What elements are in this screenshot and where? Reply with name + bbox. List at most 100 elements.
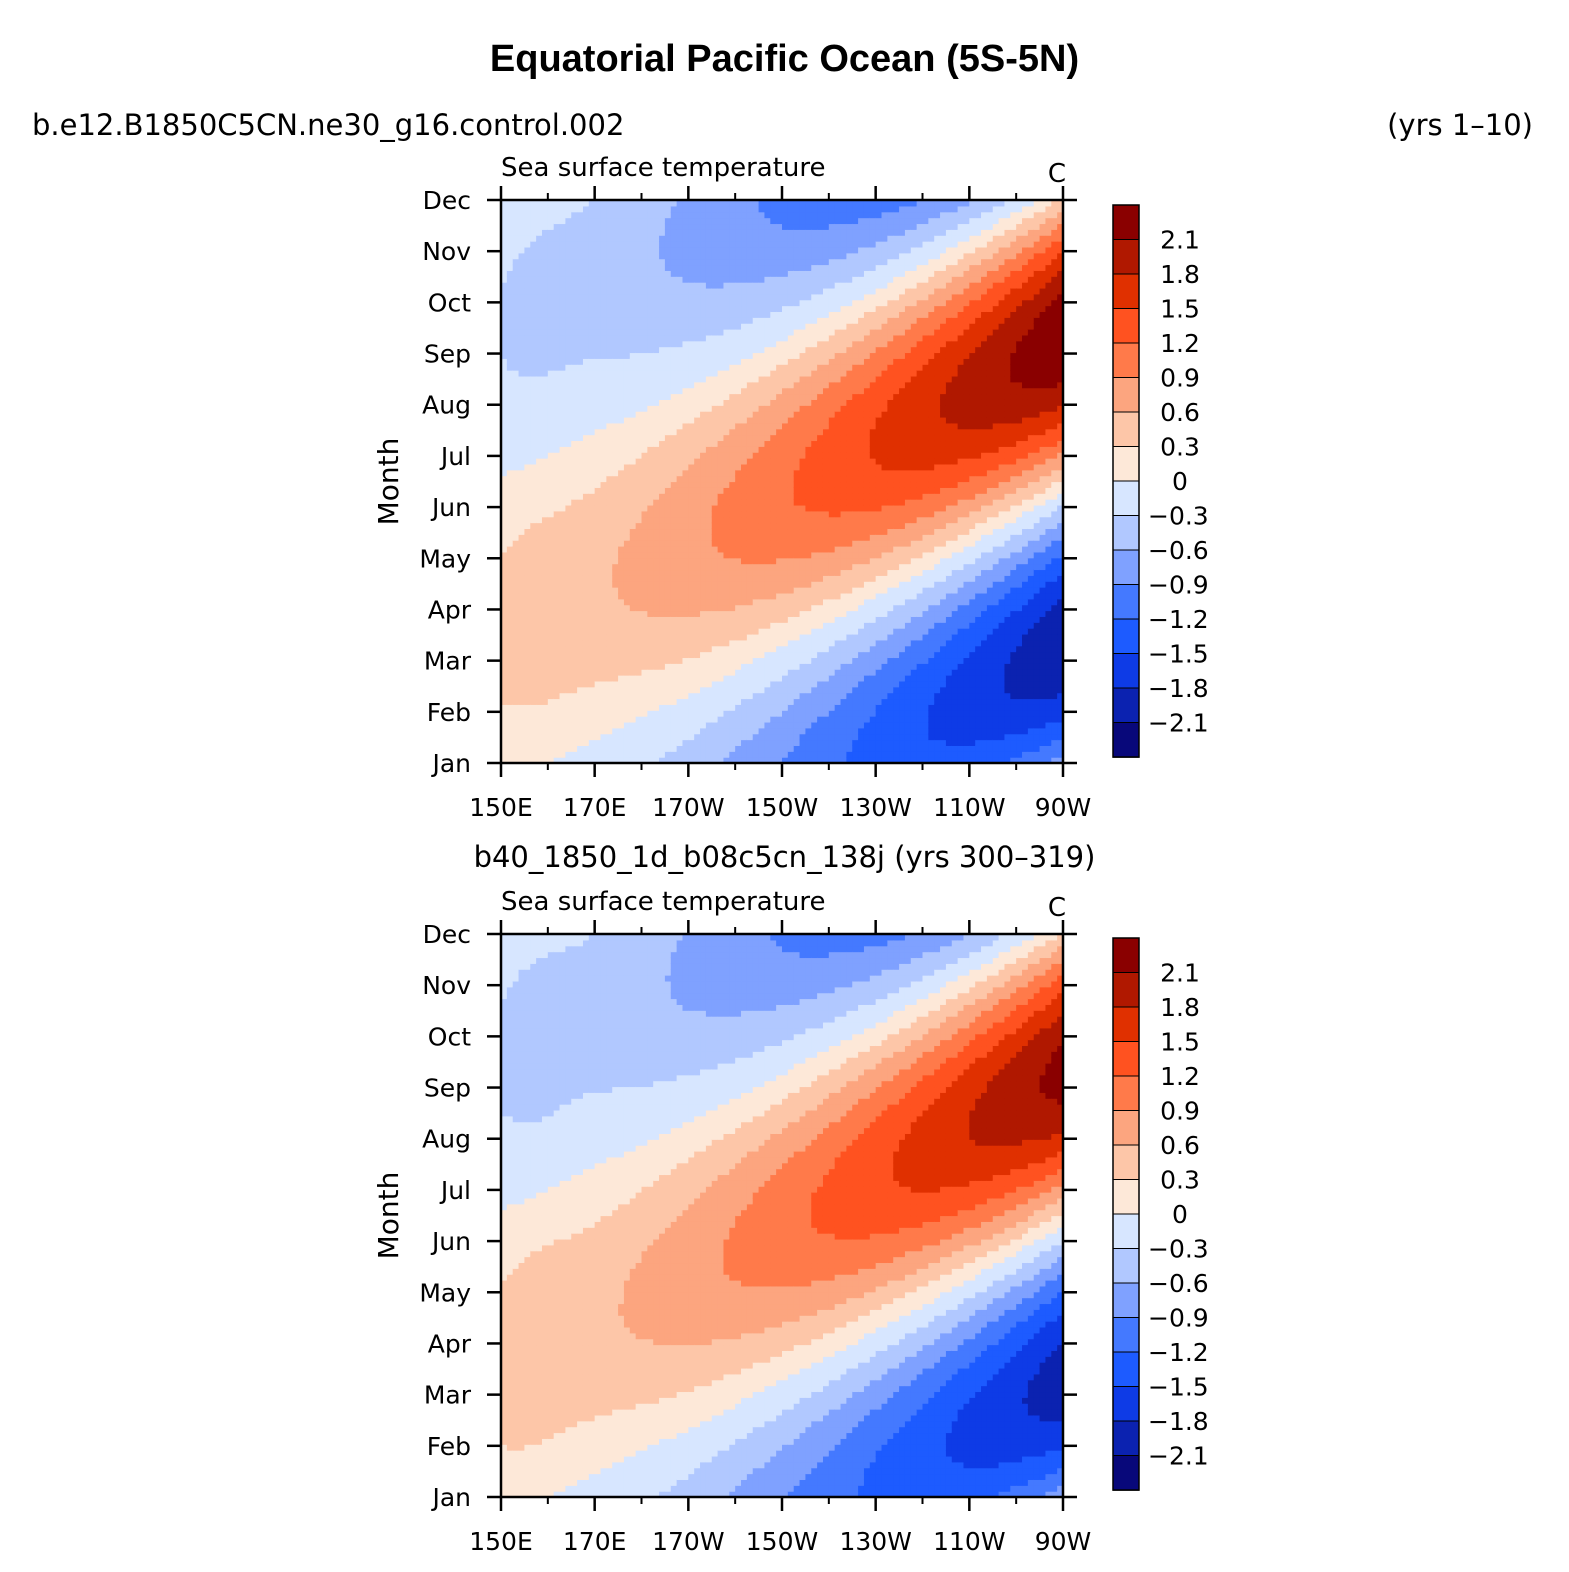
field-cell [541,604,549,612]
field-cell [694,223,701,230]
field-cell [635,592,643,600]
field-cell [547,487,555,494]
field-cell [787,493,795,500]
field-cell [618,633,625,641]
field-cell [787,399,795,406]
field-cell [565,710,572,717]
field-cell [670,200,678,207]
field-cell [506,463,514,471]
field-cell [787,235,795,242]
field-cell [512,352,520,359]
field-cell [659,416,666,424]
field-cell [764,481,771,488]
field-cell [577,452,584,459]
field-cell [635,229,643,236]
field-cell [676,446,684,453]
field-cell [518,569,526,576]
field-cell [723,217,730,225]
field-cell [764,704,771,711]
field-cell [582,358,590,365]
field-cell [600,358,607,365]
field-cell [530,604,537,612]
field-cell [606,411,613,418]
field-cell [799,499,807,506]
field-cell [764,458,771,465]
field-cell [799,604,807,612]
field-cell [700,569,707,576]
field-cell [629,651,637,659]
field-cell [670,399,678,406]
field-cell [588,557,596,565]
field-cell [588,680,596,688]
field-cell [688,258,695,266]
field-cell [618,469,625,477]
field-cell [588,651,596,659]
field-cell [606,458,613,465]
field-cell [776,757,783,763]
field-cell [565,317,572,324]
field-cell [518,241,526,248]
field-cell [717,246,725,254]
field-cell [623,346,631,354]
field-cell [770,528,777,535]
field-cell [600,716,607,723]
field-cell [623,721,631,729]
field-cell [623,534,631,541]
field-cell [559,317,566,324]
field-cell [600,311,607,318]
field-cell [582,370,590,377]
field-cell [647,757,654,763]
field-cell [524,616,531,623]
field-cell [787,598,795,606]
field-cell [746,487,754,494]
field-cell [641,692,648,700]
field-cell [705,235,713,242]
field-cell [705,698,713,705]
field-cell [647,704,654,711]
field-cell [776,411,783,418]
field-cell [541,200,549,207]
field-cell [776,405,783,412]
field-cell [787,252,795,260]
field-cell [530,200,537,207]
field-cell [758,716,766,723]
field-cell [618,422,625,430]
field-cell [530,422,537,430]
field-cell [799,217,807,225]
field-cell [536,241,543,248]
field-cell [629,334,637,342]
field-cell [565,252,572,260]
field-cell [682,252,689,260]
field-cell [782,551,789,559]
field-cell [588,669,596,676]
field-cell [606,217,613,225]
field-cell [711,346,719,354]
field-cell [741,680,748,688]
field-cell [606,229,613,236]
field-cell [782,510,789,518]
field-cell [541,669,549,676]
field-cell [741,422,748,430]
field-cell [735,252,742,260]
field-cell [787,428,795,436]
field-cell [541,393,549,400]
field-cell [793,751,801,758]
field-cell [600,657,607,664]
field-cell [746,223,754,230]
field-cell [541,416,549,424]
field-cell [688,716,695,723]
field-cell [752,329,760,336]
field-cell [782,235,789,242]
field-cell [653,504,660,512]
field-cell [664,411,672,418]
field-cell [594,293,602,301]
field-cell [612,287,619,295]
field-cell [770,704,777,711]
field-cell [717,329,725,336]
field-cell [782,739,789,746]
field-cell [547,375,555,383]
field-cell [670,692,678,700]
field-cell [635,305,643,313]
field-cell [741,493,748,500]
field-cell [553,587,561,594]
